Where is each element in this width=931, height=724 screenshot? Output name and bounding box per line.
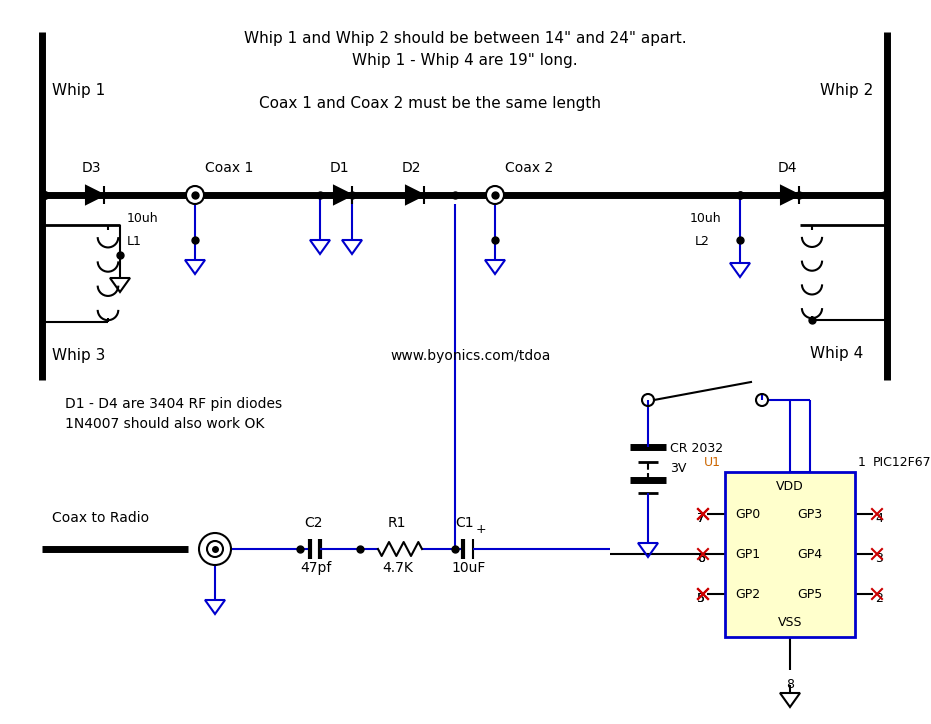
Text: 1N4007 should also work OK: 1N4007 should also work OK <box>65 417 264 431</box>
Text: 5: 5 <box>697 592 705 605</box>
Text: VSS: VSS <box>777 617 803 629</box>
Text: 6: 6 <box>697 552 705 565</box>
Text: D2: D2 <box>402 161 422 175</box>
Text: 3: 3 <box>875 552 883 565</box>
Text: 4: 4 <box>875 512 883 525</box>
Text: 7: 7 <box>697 512 705 525</box>
Text: +: + <box>476 523 487 536</box>
Text: 3V: 3V <box>670 462 686 475</box>
Text: D1: D1 <box>330 161 350 175</box>
Text: 47pf: 47pf <box>300 561 331 575</box>
Text: C2: C2 <box>304 516 322 530</box>
Text: www.byonics.com/tdoa: www.byonics.com/tdoa <box>390 349 550 363</box>
Text: U1: U1 <box>704 456 721 469</box>
Text: 2: 2 <box>875 592 883 605</box>
Text: Coax to Radio: Coax to Radio <box>52 511 149 525</box>
Text: Whip 1: Whip 1 <box>52 83 105 98</box>
Circle shape <box>186 186 204 204</box>
Text: Whip 1 - Whip 4 are 19" long.: Whip 1 - Whip 4 are 19" long. <box>352 53 578 68</box>
Text: CR 2032: CR 2032 <box>670 442 723 455</box>
Text: Whip 2: Whip 2 <box>820 83 873 98</box>
Text: 10uh: 10uh <box>127 212 158 225</box>
Text: Coax 2: Coax 2 <box>505 161 553 175</box>
Circle shape <box>486 186 504 204</box>
Polygon shape <box>406 186 424 204</box>
Text: D4: D4 <box>778 161 798 175</box>
Text: GP2: GP2 <box>735 587 760 600</box>
Text: GP3: GP3 <box>797 508 822 521</box>
Text: 6: 6 <box>697 552 705 565</box>
Text: GP1: GP1 <box>735 547 760 560</box>
Text: R1: R1 <box>388 516 407 530</box>
Polygon shape <box>334 186 352 204</box>
Text: GP0: GP0 <box>735 508 761 521</box>
FancyBboxPatch shape <box>725 472 855 637</box>
Text: 10uh: 10uh <box>690 212 722 225</box>
Text: 7: 7 <box>697 512 705 525</box>
Text: GP5: GP5 <box>797 587 822 600</box>
Text: GP4: GP4 <box>797 547 822 560</box>
Text: D3: D3 <box>82 161 101 175</box>
Text: 5: 5 <box>697 592 705 605</box>
Polygon shape <box>86 186 104 204</box>
Text: Whip 4: Whip 4 <box>810 346 863 361</box>
Text: L1: L1 <box>127 235 142 248</box>
Polygon shape <box>781 186 799 204</box>
Text: Whip 1 and Whip 2 should be between 14" and 24" apart.: Whip 1 and Whip 2 should be between 14" … <box>244 31 686 46</box>
Text: 8: 8 <box>786 678 794 691</box>
Text: Coax 1 and Coax 2 must be the same length: Coax 1 and Coax 2 must be the same lengt… <box>259 96 601 111</box>
Text: 1: 1 <box>858 456 866 469</box>
Text: L2: L2 <box>695 235 709 248</box>
Text: VDD: VDD <box>776 479 803 492</box>
Text: D1 - D4 are 3404 RF pin diodes: D1 - D4 are 3404 RF pin diodes <box>65 397 282 411</box>
Text: PIC12F675: PIC12F675 <box>873 456 931 469</box>
Circle shape <box>199 533 231 565</box>
Text: Coax 1: Coax 1 <box>205 161 253 175</box>
Text: C1: C1 <box>455 516 474 530</box>
Text: 10uF: 10uF <box>451 561 485 575</box>
Text: 4.7K: 4.7K <box>382 561 412 575</box>
Circle shape <box>207 541 223 557</box>
Text: Whip 3: Whip 3 <box>52 348 105 363</box>
